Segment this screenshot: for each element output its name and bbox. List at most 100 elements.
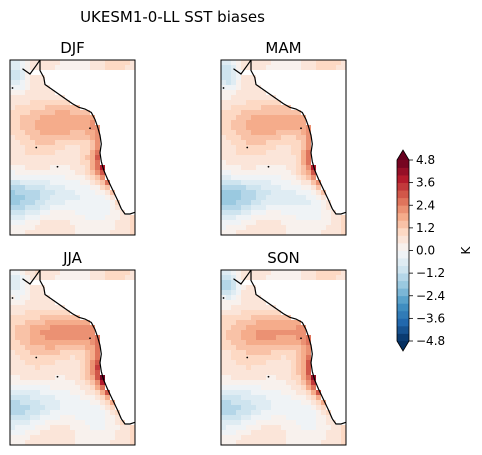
land-cell <box>336 335 342 341</box>
sst-cell <box>15 415 21 421</box>
sst-cell <box>271 155 277 161</box>
sst-cell <box>90 130 96 136</box>
sst-cell <box>35 435 41 441</box>
sst-cell <box>221 65 227 71</box>
sst-cell <box>75 65 81 71</box>
land-cell <box>125 355 131 361</box>
sst-cell <box>241 270 247 276</box>
sst-cell <box>301 430 307 436</box>
sst-cell <box>271 320 277 326</box>
sst-cell <box>291 355 297 361</box>
land-cell <box>341 370 346 376</box>
land-cell <box>110 105 116 111</box>
sst-cell <box>261 300 267 306</box>
sst-cell <box>246 380 252 386</box>
sst-cell <box>286 180 292 186</box>
land-cell <box>331 90 337 96</box>
land-cell <box>341 400 346 406</box>
sst-cell <box>70 205 76 211</box>
sst-cell <box>25 370 31 376</box>
land-cell <box>110 125 116 131</box>
land-cell <box>85 305 91 311</box>
sst-cell <box>326 270 332 276</box>
sst-cell <box>256 170 262 176</box>
sst-cell <box>20 430 26 436</box>
sst-cell <box>306 60 312 66</box>
sst-cell <box>231 415 237 421</box>
land-cell <box>125 165 131 171</box>
sst-cell <box>30 275 36 281</box>
sst-cell <box>236 320 242 326</box>
sst-cell <box>291 435 297 441</box>
sst-cell <box>271 380 277 386</box>
land-cell <box>110 160 116 166</box>
sst-cell <box>50 345 56 351</box>
land-cell <box>125 325 131 331</box>
sst-cell <box>30 335 36 341</box>
sst-cell <box>75 230 81 235</box>
sst-cell <box>25 360 31 366</box>
land-cell <box>100 340 106 346</box>
sst-cell <box>55 350 61 356</box>
land-cell <box>130 350 135 356</box>
land-cell <box>105 75 111 81</box>
sst-cell <box>251 365 257 371</box>
sst-cell <box>246 400 252 406</box>
sst-cell <box>246 165 252 171</box>
sst-cell <box>251 155 257 161</box>
sst-cell <box>241 80 247 86</box>
sst-cell <box>40 145 46 151</box>
land-cell <box>331 375 337 381</box>
land-cell <box>130 390 135 396</box>
sst-cell <box>95 165 101 171</box>
sst-cell <box>75 360 81 366</box>
land-cell <box>336 290 342 296</box>
sst-cell <box>326 215 332 221</box>
land-cell <box>341 190 346 196</box>
sst-cell <box>256 330 262 336</box>
land-cell <box>55 85 61 91</box>
sst-cell <box>50 355 56 361</box>
sst-cell <box>85 360 91 366</box>
sst-cell <box>60 375 66 381</box>
sst-cell <box>306 370 312 376</box>
land-cell <box>105 175 111 181</box>
sst-cell <box>221 120 227 126</box>
land-cell <box>90 290 96 296</box>
land-cell <box>311 145 317 151</box>
sst-cell <box>301 165 307 171</box>
land-cell <box>306 325 312 331</box>
land-cell <box>125 95 131 101</box>
sst-cell <box>281 125 287 131</box>
sst-cell <box>45 195 51 201</box>
land-cell <box>105 80 111 86</box>
island-marker <box>300 337 302 340</box>
sst-cell <box>20 195 26 201</box>
sst-cell <box>236 170 242 176</box>
land-cell <box>105 160 111 166</box>
sst-cell <box>105 195 111 201</box>
sst-cell <box>70 385 76 391</box>
land-cell <box>105 345 111 351</box>
sst-cell <box>130 220 135 226</box>
sst-cell <box>291 230 297 235</box>
sst-cell <box>306 435 312 441</box>
sst-cell <box>231 135 237 141</box>
sst-cell <box>281 165 287 171</box>
sst-cell <box>100 400 106 406</box>
sst-cell <box>266 390 272 396</box>
land-cell <box>120 415 126 421</box>
sst-cell <box>70 395 76 401</box>
sst-cell <box>20 180 26 186</box>
sst-cell <box>80 350 86 356</box>
land-cell <box>301 300 307 306</box>
sst-cell <box>35 135 41 141</box>
sst-cell <box>306 405 312 411</box>
sst-cell <box>301 370 307 376</box>
sst-cell <box>85 215 91 221</box>
sst-cell <box>301 230 307 235</box>
sst-cell <box>130 225 135 231</box>
sst-cell <box>115 225 121 231</box>
sst-cell <box>246 435 252 441</box>
land-cell <box>271 300 277 306</box>
